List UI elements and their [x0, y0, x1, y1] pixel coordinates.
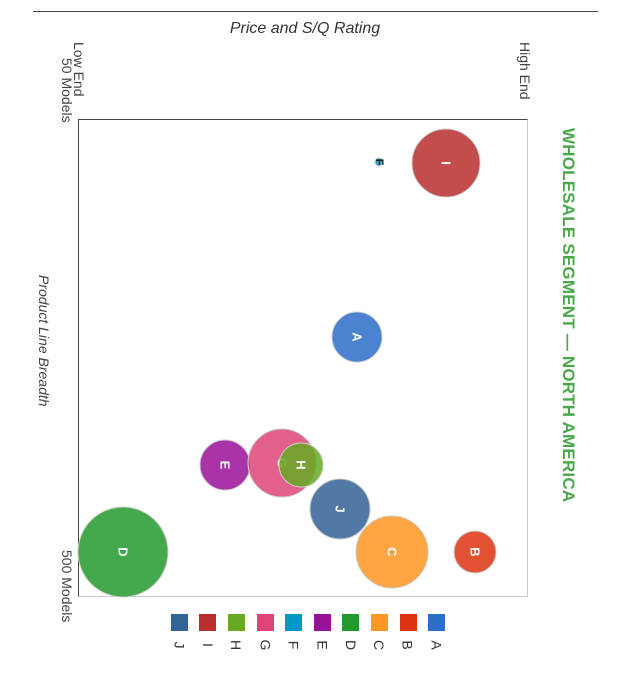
legend-swatch: [370, 614, 388, 631]
plot-area: [78, 119, 528, 597]
legend-label: G: [257, 639, 274, 651]
legend-item-i[interactable]: I: [194, 614, 223, 653]
segment-title: WHOLESALE SEGMENT — NORTH AMERICA: [559, 128, 578, 503]
bubble-c[interactable]: C: [355, 515, 429, 589]
bubble-j[interactable]: J: [309, 478, 371, 540]
legend-label: I: [199, 643, 216, 647]
bubble-label: D: [116, 547, 131, 556]
legend-label: F: [285, 640, 302, 650]
legend-item-a[interactable]: A: [422, 614, 451, 653]
legend-label: B: [400, 640, 417, 650]
bubble-label: A: [350, 332, 365, 342]
bubble-label: J: [333, 505, 348, 512]
legend-label: D: [342, 639, 359, 651]
legend-label: E: [314, 640, 331, 650]
legend-swatch: [313, 614, 331, 631]
legend-swatch: [199, 614, 217, 631]
bubble-label: H: [294, 460, 309, 469]
bubble-label: I: [439, 161, 454, 165]
bubble-d[interactable]: D: [77, 506, 169, 598]
legend-item-d[interactable]: D: [337, 614, 366, 653]
legend-item-j[interactable]: J: [165, 614, 194, 653]
top-divider: [33, 11, 598, 12]
legend-item-c[interactable]: C: [365, 614, 394, 653]
bubble-label: B: [468, 547, 483, 556]
legend-swatch: [256, 614, 274, 631]
legend-item-g[interactable]: G: [251, 614, 280, 653]
bubble-i[interactable]: I: [411, 128, 481, 198]
legend-item-b[interactable]: B: [394, 614, 423, 653]
bubble-a[interactable]: A: [331, 311, 383, 363]
legend-item-h[interactable]: H: [222, 614, 251, 653]
legend-swatch: [399, 614, 417, 631]
legend-item-e[interactable]: E: [308, 614, 337, 653]
legend-item-f[interactable]: F: [279, 614, 308, 653]
legend-swatch: [170, 614, 188, 631]
legend-label: A: [428, 640, 445, 650]
legend-swatch: [227, 614, 245, 631]
bubble-e[interactable]: E: [199, 439, 251, 491]
legend-label: H: [228, 639, 245, 651]
bubble-label: C: [385, 547, 400, 557]
legend-swatch: [285, 614, 303, 631]
legend-label: C: [371, 639, 388, 651]
legend-label: J: [171, 641, 188, 649]
bubble-label: E: [218, 461, 233, 470]
legend-swatch: [342, 614, 360, 631]
x-axis-title: Price and S/Q Rating: [229, 20, 381, 37]
legend-swatch: [428, 614, 446, 631]
bubble-h[interactable]: H: [278, 442, 324, 488]
bubble-label: F: [373, 159, 385, 166]
bubble-b[interactable]: B: [453, 530, 497, 574]
bubble-f[interactable]: F: [373, 157, 385, 167]
